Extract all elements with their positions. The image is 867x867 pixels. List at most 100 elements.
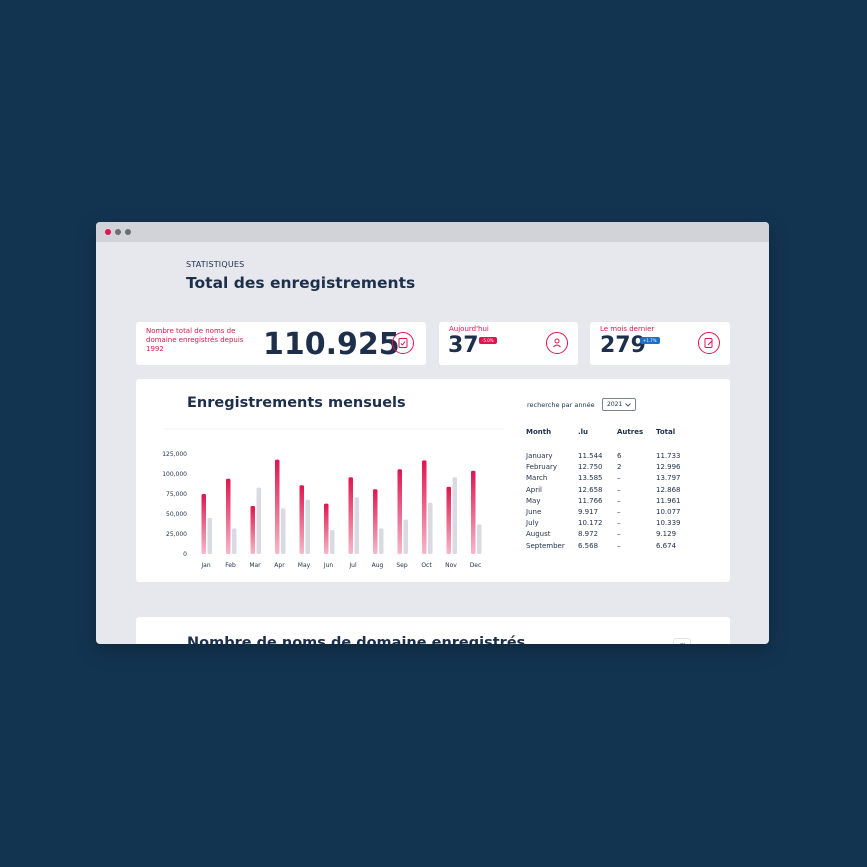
bar-series2[interactable] xyxy=(256,487,262,554)
table-cell: September xyxy=(526,541,565,550)
table-cell: 11.544 xyxy=(578,452,603,460)
browser-window: STATISTIQUES Total des enregistrements N… xyxy=(96,222,769,644)
table-row: May 11.766 – 11.961 xyxy=(526,496,696,507)
close-dot[interactable] xyxy=(105,229,111,235)
today-stat-card: Aujourd'hui 37 -5.0% xyxy=(439,322,578,365)
x-tick-label: Oct xyxy=(421,562,432,569)
table-cell: 8.972 xyxy=(578,530,599,539)
bar-series1[interactable] xyxy=(373,489,378,554)
table-cell: 6.568 xyxy=(578,541,599,550)
check-document-icon xyxy=(392,332,414,354)
table-cell: June xyxy=(526,508,542,517)
table-cell: 11.733 xyxy=(656,452,681,460)
bar-series2[interactable] xyxy=(281,508,286,554)
table-row: March 13.585 – 13.797 xyxy=(526,473,696,484)
today-change-badge: -5.0% xyxy=(479,337,497,344)
bar-series2[interactable] xyxy=(403,519,409,554)
domains-card: Nombre de noms de domaine enregistrés ra… xyxy=(136,617,730,644)
table-cell: – xyxy=(617,508,621,517)
bar-series1[interactable] xyxy=(299,485,305,554)
today-stat-label: Aujourd'hui xyxy=(449,325,489,333)
year-search-label: recherche par année xyxy=(527,401,595,409)
bar-series1[interactable] xyxy=(201,494,207,554)
table-cell: 10.077 xyxy=(656,508,681,517)
table-cell: 13.797 xyxy=(656,474,681,483)
table-cell: July xyxy=(526,519,539,528)
bar-series2[interactable] xyxy=(207,518,213,554)
table-cell: 10.172 xyxy=(578,519,603,528)
table-cell: 10.339 xyxy=(656,519,681,528)
monthly-title: Enregistrements mensuels xyxy=(187,395,406,411)
table-cell: May xyxy=(526,496,541,505)
last-month-stat-label: Le mois dernier xyxy=(600,325,655,333)
table-cell: 12.996 xyxy=(656,463,681,472)
bar-series1[interactable] xyxy=(324,503,329,554)
window-titlebar xyxy=(96,222,769,242)
y-tick-label: 125,000 xyxy=(162,451,187,458)
header-month: Month xyxy=(526,428,552,436)
bar-series1[interactable] xyxy=(446,486,452,554)
bar-series1[interactable] xyxy=(250,506,256,554)
bar-series1[interactable] xyxy=(275,459,280,554)
section-eyebrow: STATISTIQUES xyxy=(186,260,245,269)
table-cell: 12.750 xyxy=(578,463,603,472)
bar-series2[interactable] xyxy=(330,530,335,554)
table-header-row: Month .lu Autres Total xyxy=(526,428,696,451)
year-select[interactable]: 2021 xyxy=(602,398,637,411)
table-cell: – xyxy=(617,519,621,528)
bar-series1[interactable] xyxy=(397,469,403,554)
refresh-button[interactable] xyxy=(673,638,691,644)
bar-series1[interactable] xyxy=(471,470,476,554)
monthly-table: Month .lu Autres Total January 11.544 6 11.… xyxy=(526,428,696,552)
y-tick-label: 75,000 xyxy=(166,491,187,498)
y-tick-label: 0 xyxy=(183,551,187,558)
table-row: July 10.172 – 10.339 xyxy=(526,518,696,529)
table-cell: 9.917 xyxy=(578,508,599,517)
table-cell: 2 xyxy=(617,463,622,472)
table-cell: 11.961 xyxy=(656,496,681,505)
bar-series2[interactable] xyxy=(232,528,237,554)
table-cell: February xyxy=(526,463,558,472)
bar-series1[interactable] xyxy=(348,477,354,554)
table-cell: – xyxy=(617,530,621,539)
bar-series2[interactable] xyxy=(477,524,482,554)
table-cell: – xyxy=(617,496,621,505)
table-cell: 6.674 xyxy=(656,541,677,550)
maximize-dot[interactable] xyxy=(125,229,131,235)
refresh-icon xyxy=(679,642,685,644)
x-tick-label: Feb xyxy=(225,562,236,569)
minimize-dot[interactable] xyxy=(115,229,121,235)
table-cell: August xyxy=(526,530,551,539)
refresh-label[interactable]: rafraichir xyxy=(641,643,671,644)
table-row: January 11.544 6 11.733 xyxy=(526,451,696,462)
last-month-stat-value: 279 xyxy=(600,333,646,358)
user-check-icon xyxy=(546,332,568,354)
x-tick-label: Nov xyxy=(445,562,457,569)
domains-title: Nombre de noms de domaine enregistrés xyxy=(187,635,526,644)
page-content: STATISTIQUES Total des enregistrements N… xyxy=(96,242,769,644)
header-autres: Autres xyxy=(617,428,644,436)
y-tick-label: 100,000 xyxy=(162,471,187,478)
bar-series2[interactable] xyxy=(379,528,384,554)
x-tick-label: Aug xyxy=(372,562,384,569)
table-cell: 12.658 xyxy=(578,485,603,494)
table-row: April 12.658 – 12.868 xyxy=(526,485,696,496)
y-tick-label: 50,000 xyxy=(166,511,187,518)
bar-series2[interactable] xyxy=(452,477,458,554)
x-tick-label: Jul xyxy=(348,562,357,569)
table-cell: 9.129 xyxy=(656,530,677,539)
page-title: Total des enregistrements xyxy=(186,274,416,292)
bar-series1[interactable] xyxy=(226,478,231,554)
bar-series2[interactable] xyxy=(428,502,433,554)
bar-series1[interactable] xyxy=(422,460,427,554)
header-lu: .lu xyxy=(578,428,589,436)
bar-series2[interactable] xyxy=(354,497,360,554)
x-tick-label: May xyxy=(298,562,311,569)
total-stat-label: Nombre total de noms de domaine enregist… xyxy=(146,327,244,353)
monthly-bar-chart: 125,000 100,000 75,000 50,000 25,000 0 Jan Feb M… xyxy=(162,428,504,569)
bar-series2[interactable] xyxy=(305,499,311,554)
table-cell: 13.585 xyxy=(578,474,603,483)
table-cell: – xyxy=(617,541,621,550)
x-tick-label: Sep xyxy=(396,562,408,569)
header-total: Total xyxy=(656,428,676,436)
